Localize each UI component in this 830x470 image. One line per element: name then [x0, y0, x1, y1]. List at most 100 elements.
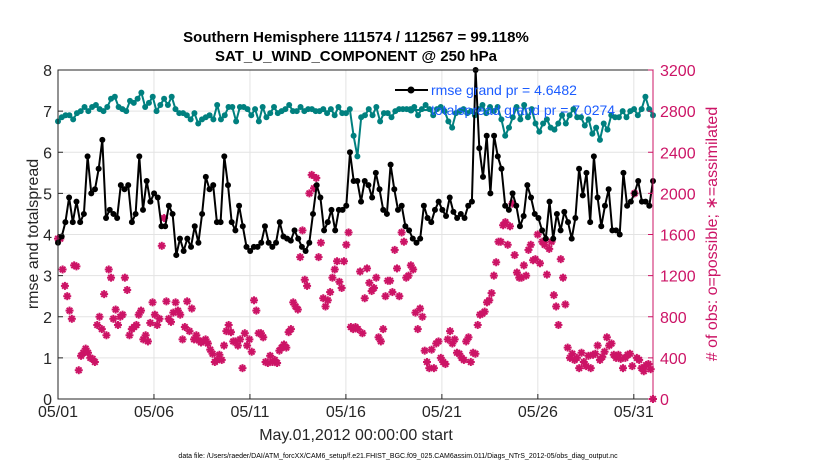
totalspread-point	[183, 112, 190, 119]
obs-point	[344, 228, 353, 237]
rmse-point	[343, 202, 350, 209]
obs-point	[545, 244, 554, 253]
totalspread-point	[217, 116, 224, 123]
obs-point	[492, 258, 501, 267]
rmse-point	[99, 136, 106, 143]
totalspread-point	[85, 108, 92, 115]
obs-point	[162, 297, 171, 306]
obs-point	[113, 320, 122, 329]
rmse-point	[583, 169, 590, 176]
rmse-point	[491, 132, 498, 139]
totalspread-point	[343, 110, 350, 117]
rmse-point	[114, 215, 121, 222]
obs-point	[298, 226, 307, 235]
rmse-point	[243, 243, 250, 250]
rmse-point	[195, 239, 202, 246]
y-left-tick-label: 2	[43, 310, 52, 327]
legend-spread-label: totalspread grand pr = 7.0274	[431, 102, 615, 118]
totalspread-point	[521, 101, 528, 108]
rmse-point	[546, 198, 553, 205]
obs-point	[333, 257, 342, 266]
totalspread-point	[577, 114, 584, 121]
y-axis-left-label: rmse and totalspread	[25, 159, 42, 309]
obs-point	[123, 286, 132, 295]
rmse-point	[176, 235, 183, 242]
obs-point	[533, 230, 542, 239]
rmse-point	[613, 227, 620, 234]
totalspread-point	[589, 130, 596, 137]
obs-point	[243, 341, 252, 350]
totalspread-point	[532, 120, 539, 127]
totalspread-point	[468, 108, 475, 115]
rmse-point	[261, 223, 268, 230]
obs-point	[379, 325, 388, 334]
obs-point	[282, 343, 291, 352]
obs-point	[296, 253, 305, 262]
rmse-point	[631, 190, 638, 197]
obs-point	[388, 288, 397, 297]
obs-point	[625, 349, 634, 358]
rmse-point	[601, 202, 608, 209]
rmse-point	[376, 186, 383, 193]
y-left-tick-label: 4	[43, 228, 52, 245]
rmse-point	[217, 219, 224, 226]
totalspread-point	[487, 104, 494, 111]
rmse-point	[298, 243, 305, 250]
totalspread-point	[346, 106, 353, 113]
rmse-point	[605, 186, 612, 193]
rmse-point	[313, 182, 320, 189]
rmse-point	[468, 198, 475, 205]
obs-point	[90, 357, 99, 366]
rmse-point	[69, 219, 76, 226]
totalspread-point	[581, 122, 588, 129]
rmse-point	[635, 178, 642, 185]
rmse-point	[324, 219, 331, 226]
rmse-point	[565, 219, 571, 226]
rmse-point	[646, 202, 653, 209]
obs-point	[314, 253, 323, 262]
obs-point	[256, 329, 265, 338]
obs-point	[450, 335, 459, 344]
totalspread-point	[593, 124, 600, 131]
totalspread-point	[354, 153, 361, 160]
rmse-point	[502, 202, 509, 209]
obs-point	[273, 359, 282, 368]
rmse-point	[535, 215, 542, 222]
totalspread-point	[509, 114, 516, 121]
rmse-point	[147, 198, 154, 205]
y-left-tick-label: 0	[43, 392, 52, 409]
rmse-point	[498, 165, 505, 172]
rmse-point	[354, 178, 361, 185]
rmse-point	[642, 198, 649, 205]
rmse-point	[202, 173, 209, 180]
obs-point	[97, 325, 106, 334]
rmse-point	[520, 212, 527, 219]
rmse-point	[539, 227, 546, 234]
rmse-point	[369, 194, 376, 201]
footer-data-file: data file: /Users/raeder/DAI/ATM_forcXX/…	[178, 453, 618, 460]
rmse-point	[590, 153, 597, 160]
rmse-point	[513, 202, 520, 209]
obs-point	[60, 281, 69, 290]
y-right-tick-label: 2400	[660, 145, 696, 162]
totalspread-point	[161, 95, 168, 102]
obs-point	[386, 276, 395, 285]
rmse-point	[236, 202, 243, 209]
rmse-point	[110, 210, 117, 217]
rmse-point	[476, 145, 483, 152]
obs-point	[471, 349, 480, 358]
rmse-point	[339, 206, 346, 213]
obs-point	[434, 337, 443, 346]
obs-point	[233, 341, 242, 350]
rmse-point	[58, 233, 65, 240]
totalspread-point	[259, 104, 266, 111]
totalspread-point	[248, 112, 255, 119]
rmse-point	[265, 239, 272, 246]
totalspread-point	[293, 108, 300, 115]
obs-point	[480, 307, 489, 316]
rmse-point	[332, 227, 339, 234]
totalspread-point	[70, 116, 77, 123]
obs-point	[600, 347, 609, 356]
totalspread-point	[615, 114, 622, 121]
totalspread-point	[130, 99, 137, 106]
